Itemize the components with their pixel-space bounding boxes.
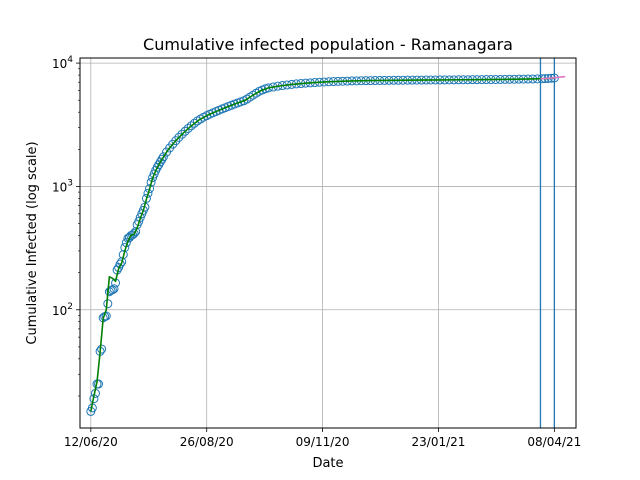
y-tick-exponent: 3 [67,178,73,188]
data-point [183,123,193,133]
y-tick-label: 102 [52,302,73,318]
data-point [97,344,107,354]
data-point [143,188,153,198]
data-point [128,230,138,240]
y-tick-exponent: 4 [67,55,73,65]
chart-title: Cumulative infected population - Ramanag… [143,35,513,54]
x-tick-label: 26/08/20 [180,435,234,449]
vertical-markers [539,58,556,428]
axes-frame [79,57,577,429]
y-tick-label: 104 [52,55,73,71]
x-tick-label: 12/06/20 [64,435,118,449]
x-tick-label: 08/04/21 [527,435,581,449]
x-tick-label: 23/01/21 [412,435,466,449]
data-point [145,184,155,194]
data-point [109,284,119,294]
data-point [180,126,190,136]
data-point [117,257,127,267]
grid [80,58,576,428]
data-point [129,229,139,239]
x-tick-label: 09/11/20 [296,435,350,449]
data-point [174,132,184,142]
data-point [94,379,104,389]
series-fitted [90,77,555,412]
forecast-line [540,75,566,80]
x-axis-label: Date [312,456,343,471]
y-tick-base: 10 [52,304,67,318]
y-tick-base: 10 [52,180,67,194]
data-point [242,94,252,104]
data-point [158,152,168,162]
data-point [115,259,125,269]
data-point [141,193,151,203]
y-tick-label: 103 [52,178,73,194]
data-point [171,136,181,146]
series-forecast [540,75,566,80]
y-axis-label: Cumulative Infected (log scale) [25,141,40,344]
data-point [186,121,196,131]
data-point [131,227,141,237]
fitted-line [90,77,555,412]
data-point [157,154,167,164]
data-point [152,162,162,172]
x-ticks: 12/06/20 26/08/20 09/11/20 23/01/21 08/04/21 [64,428,581,449]
y-tick-base: 10 [52,57,67,71]
data-point [177,129,187,139]
data-point [189,118,199,128]
data-point [155,157,165,167]
y-tick-exponent: 2 [67,302,73,312]
plot-area [86,58,566,428]
